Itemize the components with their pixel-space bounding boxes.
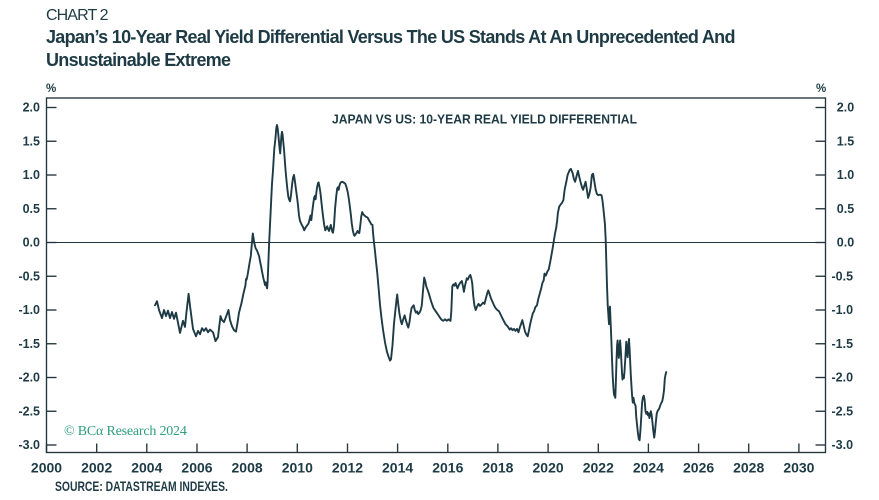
svg-text:-2.0: -2.0 [18,371,40,385]
svg-text:1.5: 1.5 [23,134,40,148]
svg-text:2006: 2006 [181,460,212,476]
svg-text:2016: 2016 [432,460,463,476]
svg-text:2004: 2004 [131,460,162,476]
svg-text:2022: 2022 [583,460,614,476]
svg-text:2012: 2012 [332,460,363,476]
svg-text:2014: 2014 [382,460,413,476]
svg-text:-2.5: -2.5 [832,404,854,418]
svg-text:2024: 2024 [633,460,664,476]
svg-text:2028: 2028 [733,460,764,476]
svg-text:JAPAN VS US: 10-YEAR REAL YIEL: JAPAN VS US: 10-YEAR REAL YIELD DIFFEREN… [332,112,637,127]
svg-text:-1.0: -1.0 [832,303,854,317]
svg-text:2002: 2002 [81,460,112,476]
svg-text:2.0: 2.0 [23,101,40,115]
svg-text:0.5: 0.5 [837,202,854,216]
svg-text:1.0: 1.0 [837,168,854,182]
svg-text:-0.5: -0.5 [832,269,854,283]
svg-text:2.0: 2.0 [837,101,854,115]
svg-text:0.0: 0.0 [23,236,40,250]
svg-text:2020: 2020 [533,460,564,476]
svg-text:2000: 2000 [31,460,62,476]
svg-text:-2.0: -2.0 [832,371,854,385]
svg-text:0.5: 0.5 [23,202,40,216]
svg-text:2018: 2018 [482,460,513,476]
svg-text:-0.5: -0.5 [18,269,40,283]
svg-text:-1.0: -1.0 [18,303,40,317]
svg-text:-2.5: -2.5 [18,404,40,418]
svg-text:-3.0: -3.0 [18,438,40,452]
svg-text:0.0: 0.0 [837,236,854,250]
svg-text:1.5: 1.5 [837,134,854,148]
svg-text:2030: 2030 [783,460,814,476]
svg-text:-1.5: -1.5 [18,337,40,351]
svg-text:-1.5: -1.5 [832,337,854,351]
svg-text:-3.0: -3.0 [832,438,854,452]
svg-text:2026: 2026 [683,460,714,476]
svg-text:1.0: 1.0 [23,168,40,182]
svg-text:2010: 2010 [282,460,313,476]
svg-text:2008: 2008 [232,460,263,476]
